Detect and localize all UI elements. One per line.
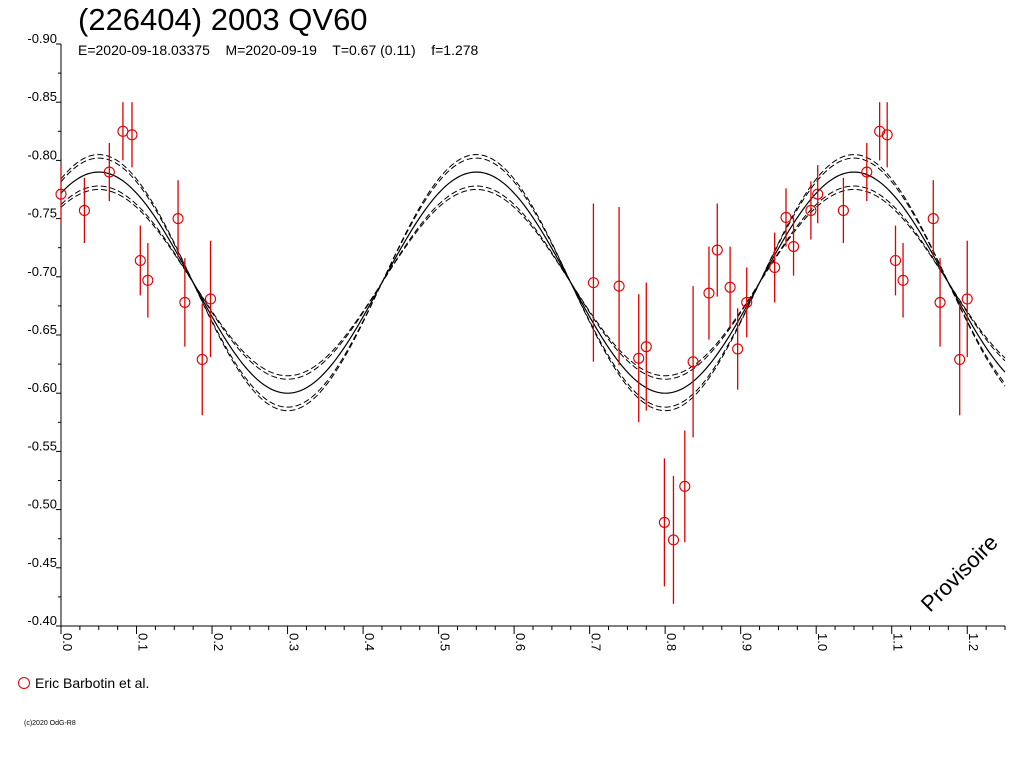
y-tick-label: -0.80 <box>27 147 57 162</box>
data-point <box>732 343 744 355</box>
data-point <box>587 277 599 289</box>
data-point <box>640 341 652 353</box>
data-point <box>179 296 191 308</box>
data-point <box>724 281 736 293</box>
y-tick-label: -0.75 <box>27 206 57 221</box>
model-envelope-lower-line <box>60 185 1006 380</box>
data-point <box>711 244 723 256</box>
data-point <box>613 280 625 292</box>
legend-label: Eric Barbotin et al. <box>35 675 150 691</box>
x-tick-label: 0.0 <box>60 633 75 651</box>
watermark-text: Provisoire <box>916 530 1003 617</box>
data-point <box>687 356 699 368</box>
data-point <box>633 352 645 364</box>
data-point <box>142 274 154 286</box>
y-tick-label: -0.55 <box>27 438 57 453</box>
x-tick-label: 1.0 <box>815 633 830 651</box>
data-point <box>837 204 849 217</box>
model-envelope-upper-line <box>60 154 1006 412</box>
x-tick-label: 0.2 <box>211 633 226 651</box>
data-point <box>881 129 893 141</box>
data-point <box>679 480 691 492</box>
data-point <box>787 240 800 253</box>
legend-circle-icon <box>18 677 30 689</box>
data-point <box>861 166 873 178</box>
y-tick-label: -0.85 <box>27 89 57 104</box>
data-point <box>172 213 184 225</box>
data-point <box>769 261 781 274</box>
data-point <box>897 274 909 286</box>
data-point <box>927 213 939 225</box>
data-point <box>126 129 138 141</box>
x-tick-label: 0.5 <box>438 633 453 651</box>
data-point <box>55 188 67 200</box>
data-point <box>667 534 680 546</box>
x-tick-label: 0.9 <box>740 633 755 651</box>
chart-title: (226404) 2003 QV60 <box>78 2 368 37</box>
model-curves <box>60 154 1006 412</box>
legend: Eric Barbotin et al. <box>18 674 149 692</box>
data-point <box>874 125 886 137</box>
data-point <box>103 166 115 178</box>
data-point <box>812 188 824 200</box>
axes: -0.90 -0.85 -0.80 -0.75 -0.70 -0.65 -0.60 -0.55… <box>27 31 1006 651</box>
model-curve-line <box>60 171 1006 394</box>
data-point <box>805 204 817 217</box>
data-point <box>889 254 902 267</box>
x-tick-label: 0.6 <box>513 633 528 651</box>
data-point <box>703 287 715 299</box>
y-tick-label: -0.40 <box>27 613 57 628</box>
x-tick-label: 0.4 <box>362 633 377 651</box>
data-point <box>196 353 208 365</box>
x-tick-label: 0.3 <box>287 633 302 651</box>
y-tick-label: -0.45 <box>27 555 57 570</box>
x-tick-label: 1.2 <box>966 633 981 651</box>
data-point <box>204 293 217 305</box>
data-point <box>961 293 973 305</box>
data-point <box>134 254 146 267</box>
data-point <box>78 204 90 217</box>
model-envelope-lower-line <box>60 188 1006 377</box>
data-point <box>934 296 946 308</box>
y-tick-label: -0.60 <box>27 380 57 395</box>
data-point <box>741 296 753 308</box>
x-tick-label: 0.7 <box>589 633 604 651</box>
y-tick-label: -0.65 <box>27 322 57 337</box>
data-point <box>780 211 792 223</box>
data-point <box>658 516 670 528</box>
y-tick-label: -0.50 <box>27 497 57 512</box>
y-tick-label: -0.90 <box>27 31 57 46</box>
chart-subtitle: E=2020-09-18.03375 M=2020-09-19 T=0.67 (… <box>78 42 479 58</box>
y-tick-label: -0.70 <box>27 264 57 279</box>
x-tick-label: 0.1 <box>136 633 151 651</box>
x-tick-label: 0.8 <box>664 633 679 651</box>
x-tick-label: 1.1 <box>891 633 906 651</box>
data-points <box>55 102 973 604</box>
data-point <box>954 353 966 365</box>
model-envelope-upper-line <box>60 157 1006 408</box>
copyright-text: (c)2020 OdG-R8 <box>24 720 76 727</box>
